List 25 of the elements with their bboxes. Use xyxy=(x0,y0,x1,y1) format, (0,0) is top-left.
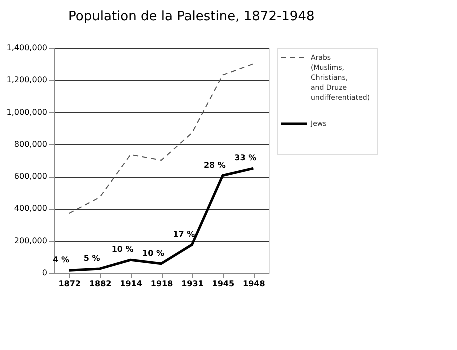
y-tick-label: 1,400,000 xyxy=(6,44,48,52)
annotation: 17 % xyxy=(173,230,196,239)
x-tick-label: 1918 xyxy=(150,280,174,288)
annotation: 4 % xyxy=(53,256,70,265)
annotation: 28 % xyxy=(204,160,226,170)
annotation: 10 % xyxy=(112,245,134,254)
y-tick-label: 600,000 xyxy=(14,172,48,182)
x-tick-label: 1948 xyxy=(243,280,266,288)
x-tick-label: 1931 xyxy=(182,280,204,288)
y-tick-label: 200,000 xyxy=(14,236,48,246)
x-tick-label: 1914 xyxy=(120,280,143,288)
y-tick-label: 1,200,000 xyxy=(6,76,48,85)
chart-title: Population de la Palestine, 1872-1948 xyxy=(68,10,315,24)
x-tick-label: 1872 xyxy=(58,280,81,288)
y-tick-label: 1,000,000 xyxy=(6,108,48,117)
line-series xyxy=(68,64,254,214)
y-tick-label: 0 xyxy=(42,268,48,278)
annotation: 33 % xyxy=(234,154,257,163)
annotation: 10 % xyxy=(142,248,164,258)
x-tick-label: 1945 xyxy=(212,280,235,288)
y-tick-label: 800,000 xyxy=(14,140,48,149)
line-series xyxy=(68,167,255,272)
y-tick-label: 400,000 xyxy=(14,204,48,214)
x-tick-label: 1882 xyxy=(89,280,112,288)
annotation: 5 % xyxy=(84,254,100,263)
